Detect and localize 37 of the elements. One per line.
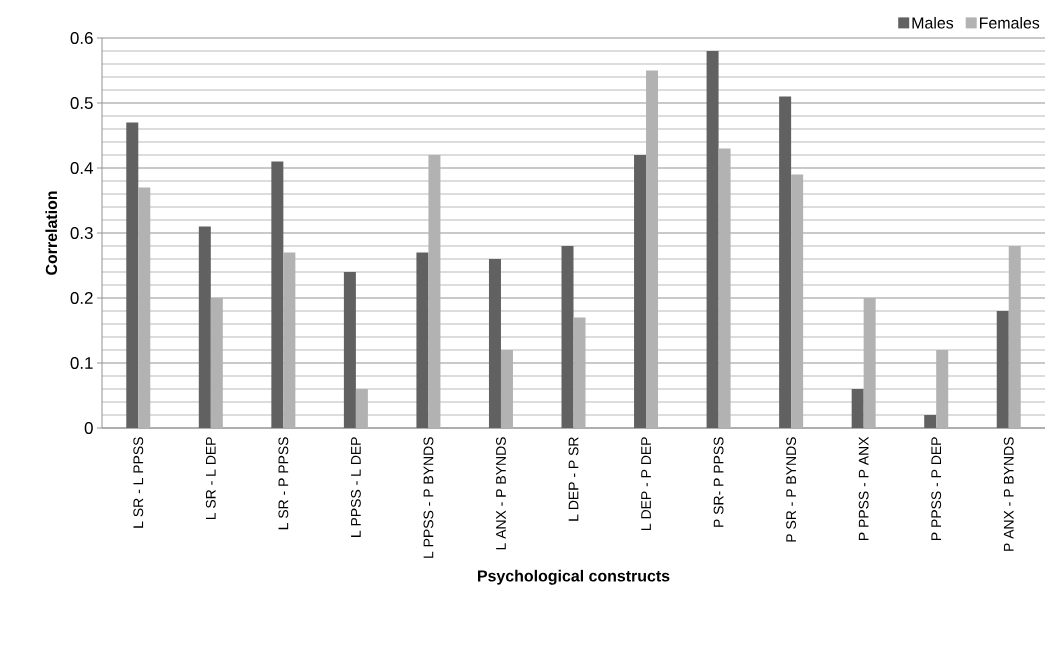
x-tick-label: L PPSS - P BYNDS [423, 437, 434, 558]
legend-label: Males [912, 16, 954, 29]
x-tick-label: P PPSS - P ANX [858, 436, 869, 541]
x-tick-label: L SR - P PPSS [278, 437, 289, 530]
bar [706, 51, 719, 428]
bar [416, 252, 429, 428]
y-tick-label: 0.4 [70, 162, 93, 174]
bar [271, 161, 284, 428]
y-tick-label: 0.1 [70, 357, 93, 369]
bar [126, 122, 139, 428]
bar [343, 272, 356, 428]
x-tick-label: L DEP - P SR [568, 437, 579, 521]
y-tick-label: 0.3 [70, 227, 93, 239]
bar [996, 311, 1009, 428]
x-tick-label: P SR- P PPSS [713, 437, 724, 527]
x-axis-title: Psychological constructs [478, 569, 670, 585]
y-tick-label: 0 [84, 422, 93, 434]
bar [198, 226, 211, 428]
x-tick-label: P PPSS - P DEP [931, 437, 942, 541]
bar [924, 415, 937, 428]
y-tick-label: 0.5 [70, 97, 93, 109]
bar [488, 259, 501, 428]
x-tick-label: P SR - P BYNDS [786, 437, 797, 542]
x-tick-label: P ANX - P BYNDS [1003, 437, 1014, 551]
bar [634, 155, 647, 428]
x-tick-label: L SR - L PPSS [133, 437, 144, 528]
bar [851, 389, 864, 428]
y-axis-title: Correlation [45, 191, 58, 275]
bar [779, 96, 792, 428]
y-tick-label: 0.6 [70, 32, 93, 44]
x-tick-label: L ANX - P BYNDS [496, 437, 506, 550]
y-tick-label: 0.2 [70, 292, 93, 304]
x-tick-label: L PPSS - L DEP [350, 437, 361, 537]
x-tick-label: L DEP - P DEP [641, 437, 651, 530]
bar [561, 246, 574, 428]
legend-label: Females [980, 16, 1040, 29]
x-tick-label: L SR - L DEP [205, 437, 216, 520]
